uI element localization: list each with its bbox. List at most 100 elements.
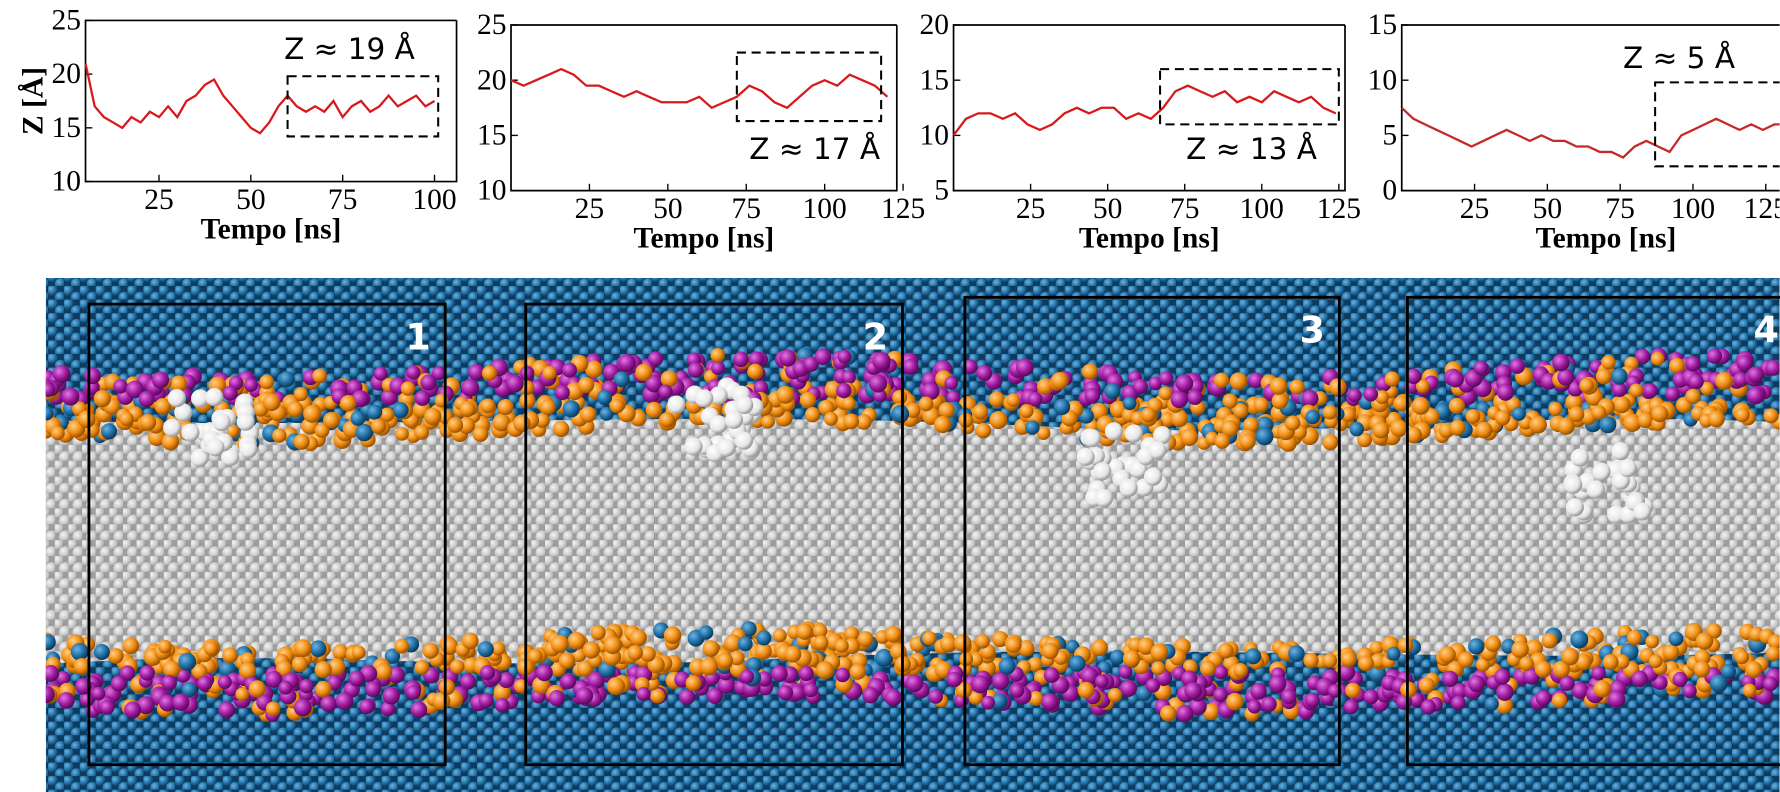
head-sphere bbox=[79, 692, 95, 707]
head-sphere bbox=[968, 690, 984, 705]
head-sphere bbox=[263, 393, 281, 412]
head-sphere bbox=[1095, 674, 1109, 689]
head-sphere bbox=[365, 681, 382, 698]
head-sphere bbox=[1734, 407, 1750, 423]
y-tick-label: 10 bbox=[920, 119, 950, 151]
head-sphere bbox=[1077, 681, 1095, 699]
head-sphere bbox=[1213, 665, 1228, 680]
head-sphere bbox=[1271, 392, 1289, 410]
head-sphere bbox=[885, 626, 902, 643]
head-sphere bbox=[1148, 376, 1163, 391]
head-sphere bbox=[350, 410, 366, 426]
head-sphere bbox=[197, 675, 213, 691]
head-sphere bbox=[1766, 646, 1780, 662]
head-sphere bbox=[1571, 682, 1589, 700]
head-sphere bbox=[1418, 677, 1435, 694]
ligand-sphere bbox=[212, 413, 231, 432]
frames: 1 2 3 4 bbox=[87, 295, 1780, 767]
head-sphere bbox=[314, 661, 332, 679]
head-sphere bbox=[339, 395, 357, 412]
head-sphere bbox=[93, 389, 111, 408]
head-sphere bbox=[1188, 697, 1207, 716]
head-sphere bbox=[724, 634, 742, 653]
head-sphere bbox=[540, 399, 556, 415]
ligand-sphere bbox=[1607, 505, 1626, 524]
head-sphere bbox=[542, 365, 557, 380]
head-sphere bbox=[1495, 696, 1513, 714]
head-sphere bbox=[761, 414, 775, 429]
head-sphere bbox=[45, 382, 56, 397]
ligand-sphere bbox=[1618, 459, 1637, 478]
head-sphere bbox=[1485, 635, 1502, 652]
head-sphere bbox=[989, 411, 1008, 430]
head-sphere bbox=[113, 378, 128, 394]
head-sphere bbox=[477, 641, 494, 658]
head-sphere bbox=[803, 356, 819, 372]
membrane-render bbox=[45, 277, 1780, 792]
head-sphere bbox=[776, 385, 795, 404]
head-sphere bbox=[554, 385, 570, 401]
head-sphere bbox=[804, 407, 821, 423]
head-sphere bbox=[567, 631, 586, 650]
head-sphere bbox=[1122, 649, 1141, 668]
head-sphere bbox=[596, 389, 613, 406]
y-tick-label: 10 bbox=[51, 166, 80, 198]
head-sphere bbox=[327, 658, 346, 676]
head-sphere bbox=[1358, 655, 1374, 672]
head-sphere bbox=[1449, 419, 1466, 436]
head-sphere bbox=[1006, 393, 1021, 407]
head-sphere bbox=[1665, 386, 1680, 402]
head-sphere bbox=[1568, 406, 1585, 423]
y-axis-label: Z [Å] bbox=[17, 67, 49, 135]
head-sphere bbox=[1519, 656, 1534, 671]
head-sphere bbox=[1579, 378, 1594, 393]
head-sphere bbox=[1036, 426, 1051, 441]
head-sphere bbox=[1110, 649, 1125, 665]
head-sphere bbox=[578, 376, 595, 394]
head-sphere bbox=[747, 363, 764, 380]
head-sphere bbox=[1494, 410, 1511, 426]
ligand-sphere bbox=[236, 412, 255, 431]
head-sphere bbox=[1747, 366, 1764, 384]
head-sphere bbox=[1473, 360, 1489, 376]
head-sphere bbox=[1565, 393, 1583, 411]
head-sphere bbox=[1668, 631, 1684, 647]
head-sphere bbox=[248, 680, 266, 698]
head-sphere bbox=[161, 674, 177, 691]
head-sphere bbox=[480, 398, 496, 414]
head-sphere bbox=[359, 699, 375, 715]
head-sphere bbox=[1614, 654, 1630, 670]
head-sphere bbox=[971, 675, 990, 694]
head-sphere bbox=[1484, 696, 1499, 711]
head-sphere bbox=[841, 370, 856, 385]
head-sphere bbox=[650, 688, 666, 704]
head-sphere bbox=[395, 427, 409, 441]
head-sphere bbox=[1082, 363, 1099, 380]
head-sphere bbox=[1122, 396, 1137, 411]
head-sphere bbox=[585, 360, 603, 379]
head-sphere bbox=[1742, 683, 1757, 698]
head-sphere bbox=[1497, 383, 1515, 401]
head-sphere bbox=[645, 401, 663, 419]
head-sphere bbox=[1322, 404, 1338, 420]
x-axis-label: Tempo [ns] bbox=[201, 213, 342, 245]
head-sphere bbox=[73, 658, 91, 675]
head-sphere bbox=[991, 693, 1008, 710]
head-sphere bbox=[1158, 386, 1173, 401]
head-sphere bbox=[122, 637, 140, 655]
ligand-sphere bbox=[221, 448, 240, 467]
head-sphere bbox=[663, 626, 682, 644]
head-sphere bbox=[1746, 386, 1765, 405]
head-sphere bbox=[513, 414, 531, 433]
head-sphere bbox=[981, 695, 995, 710]
head-sphere bbox=[493, 683, 511, 702]
head-sphere bbox=[406, 365, 421, 380]
head-sphere bbox=[679, 688, 695, 705]
head-sphere bbox=[988, 391, 1005, 408]
head-sphere bbox=[1025, 420, 1040, 435]
head-sphere bbox=[1372, 421, 1390, 439]
head-sphere bbox=[379, 407, 395, 422]
head-sphere bbox=[1036, 378, 1054, 395]
ligand-sphere bbox=[163, 418, 182, 437]
head-sphere bbox=[803, 682, 819, 698]
